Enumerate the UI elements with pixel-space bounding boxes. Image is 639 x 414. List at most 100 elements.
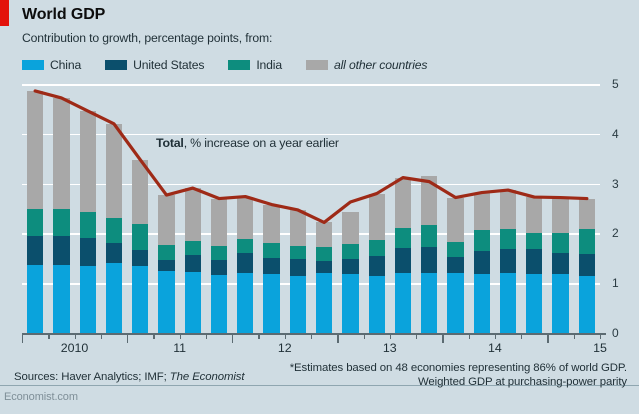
x-axis-tick [494,334,497,339]
economist-red-tab [0,0,9,26]
y-axis-tick-label: 2 [612,226,619,241]
bar-column [473,84,490,333]
x-axis-tick-label: 11 [173,341,187,355]
bar-segment-china [263,274,280,333]
x-axis-tick [48,334,50,339]
bar-segment-india [526,232,543,250]
legend-item-united-states: United States [105,58,204,72]
footnote-line-2: Weighted GDP at purchasing-power parity [417,376,627,388]
bar-segment-united-states [342,259,359,274]
x-axis-tick-label: 13 [382,341,397,355]
bar-column [578,84,595,333]
bar-segment-united-states [394,248,412,274]
bar-segment-india [421,225,438,248]
y-axis-tick-label: 3 [612,176,619,191]
x-axis-tick [468,334,470,339]
bar-segment-india [552,233,569,254]
brand-label: Economist.com [4,391,78,403]
total-label-rest: , % increase on a year earlier [183,136,339,150]
bar-segment-india [105,218,123,244]
bar-segment-india [26,208,44,237]
bar-segment-china [184,272,201,333]
bar-segment-united-states [79,238,96,267]
bar-segment-united-states [578,253,595,276]
bar-segment-china [26,265,44,333]
bar-segment-united-states [210,259,228,275]
bar-column [26,84,44,333]
legend-item-all-other-countries: all other countries [306,58,428,72]
total-line-annotation: Total, % increase on a year earlier [156,136,339,150]
x-axis-tick [389,334,392,339]
bar-segment-united-states [132,250,149,267]
bar-column [105,84,123,333]
bar-segment-china [368,276,385,333]
x-axis-tick [600,334,602,339]
sources-prefix: Sources: Haver Analytics; IMF; [14,371,170,383]
bar-column [315,84,333,333]
x-axis-tick [442,334,444,343]
bar-column [342,84,359,333]
bar-segment-united-states [526,249,543,274]
x-axis-tick [127,334,129,343]
x-axis-tick [521,334,523,339]
x-axis-tick [416,334,418,339]
gridline-2 [22,233,600,235]
bar-column [263,84,280,333]
x-axis-tick [547,334,549,343]
x-axis-tick [573,334,576,339]
x-axis-line [22,333,606,335]
bar-segment-all-other-countries [53,97,70,209]
bar-segment-india [368,240,385,257]
y-axis-tick-label: 5 [612,77,619,91]
bar-segment-united-states [105,243,123,264]
bar-segment-all-other-countries [315,222,333,248]
bar-segment-china [158,270,175,333]
bar-segment-united-states [315,261,333,274]
bar-segment-china [499,273,517,333]
bar-segment-india [158,244,175,260]
x-axis-tick [232,334,234,343]
y-axis-tick-label: 1 [612,276,619,291]
bar-segment-all-other-countries [447,197,464,243]
bar-column [499,84,517,333]
bar-segment-all-other-countries [79,110,96,212]
legend-swatch-icon [22,60,44,70]
bar-segment-china [552,274,569,333]
bar-segment-china [473,273,490,333]
sources-publication: The Economist [169,371,245,383]
bar-segment-china [315,273,333,333]
y-axis-tick-label: 0 [612,326,619,340]
bar-segment-all-other-countries [342,212,359,245]
x-axis-tick [153,334,155,339]
bar-segment-india [237,239,254,254]
bar-segment-india [447,242,464,258]
bar-segment-all-other-countries [526,197,543,233]
bar-segment-china [79,266,96,333]
bar-segment-india [263,243,280,258]
y-axis-tick-label: 4 [612,126,619,141]
bar-segment-china [132,266,149,333]
bar-segment-india [53,208,70,237]
bar-segment-india [578,228,595,254]
footnote-line-1: *Estimates based on 48 economies represe… [289,362,627,374]
bar-segment-united-states [289,258,306,276]
bar-segment-all-other-countries [158,195,175,245]
legend-swatch-icon [105,60,128,70]
bar-column [132,84,149,333]
bar-segment-india [315,247,333,262]
x-axis-tick [205,334,208,339]
legend-item-india: India [228,58,282,72]
bar-segment-all-other-countries [263,204,280,244]
gridline-1 [22,283,600,285]
bar-segment-india [210,245,228,260]
bar-segment-all-other-countries [499,190,517,229]
bar-segment-all-other-countries [105,123,123,219]
bar-segment-all-other-countries [237,196,254,240]
bar-segment-all-other-countries [26,90,44,209]
bar-segment-united-states [552,253,569,275]
chart-subtitle: Contribution to growth, percentage point… [22,31,273,45]
bar-segment-all-other-countries [394,177,412,229]
legend-label: China [50,58,82,72]
bar-segment-all-other-countries [289,210,306,246]
bar-segment-india [499,228,517,249]
